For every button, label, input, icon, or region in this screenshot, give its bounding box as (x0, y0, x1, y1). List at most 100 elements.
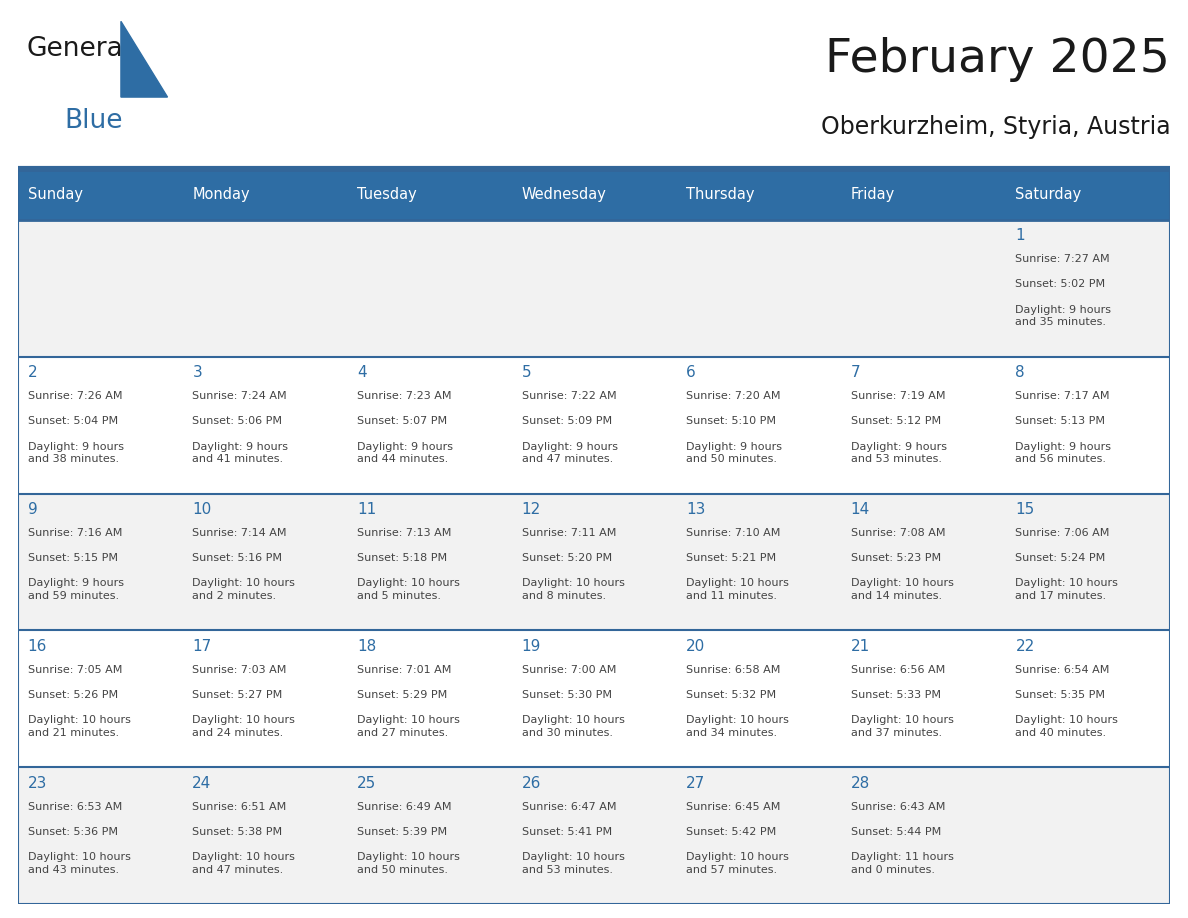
Text: Sunrise: 6:45 AM: Sunrise: 6:45 AM (687, 801, 781, 812)
Text: 6: 6 (687, 364, 696, 380)
Text: Daylight: 10 hours
and 21 minutes.: Daylight: 10 hours and 21 minutes. (27, 715, 131, 738)
Text: Sunset: 5:33 PM: Sunset: 5:33 PM (851, 690, 941, 700)
Text: Daylight: 9 hours
and 35 minutes.: Daylight: 9 hours and 35 minutes. (1016, 305, 1112, 328)
Text: 21: 21 (851, 639, 870, 654)
Text: Daylight: 10 hours
and 47 minutes.: Daylight: 10 hours and 47 minutes. (192, 852, 295, 875)
Bar (676, 170, 841, 219)
Text: Sunset: 5:09 PM: Sunset: 5:09 PM (522, 416, 612, 426)
Text: Sunrise: 6:58 AM: Sunrise: 6:58 AM (687, 665, 781, 675)
Bar (512, 170, 676, 219)
Text: Sunrise: 7:26 AM: Sunrise: 7:26 AM (27, 391, 122, 401)
Text: February 2025: February 2025 (826, 37, 1170, 82)
Text: 27: 27 (687, 776, 706, 790)
Text: 5: 5 (522, 364, 531, 380)
Text: Sunday: Sunday (27, 187, 83, 202)
Bar (183, 357, 347, 494)
Text: Sunrise: 7:20 AM: Sunrise: 7:20 AM (687, 391, 781, 401)
Text: Sunrise: 7:05 AM: Sunrise: 7:05 AM (27, 665, 122, 675)
Bar (1005, 494, 1170, 631)
Text: Daylight: 9 hours
and 53 minutes.: Daylight: 9 hours and 53 minutes. (851, 442, 947, 465)
Bar (18, 767, 183, 904)
Bar (183, 170, 347, 219)
Text: Daylight: 9 hours
and 56 minutes.: Daylight: 9 hours and 56 minutes. (1016, 442, 1112, 465)
Bar (676, 357, 841, 494)
Polygon shape (121, 21, 168, 97)
Text: Daylight: 9 hours
and 41 minutes.: Daylight: 9 hours and 41 minutes. (192, 442, 289, 465)
Text: Sunset: 5:35 PM: Sunset: 5:35 PM (1016, 690, 1106, 700)
Text: Sunrise: 7:06 AM: Sunrise: 7:06 AM (1016, 528, 1110, 538)
Text: 26: 26 (522, 776, 541, 790)
Text: Sunset: 5:12 PM: Sunset: 5:12 PM (851, 416, 941, 426)
Bar (18, 631, 183, 767)
Text: Daylight: 10 hours
and 14 minutes.: Daylight: 10 hours and 14 minutes. (851, 578, 954, 601)
Text: 11: 11 (356, 502, 377, 517)
Text: 28: 28 (851, 776, 870, 790)
Bar (183, 219, 347, 357)
Text: Sunset: 5:18 PM: Sunset: 5:18 PM (356, 554, 447, 563)
Bar (676, 494, 841, 631)
Text: Sunset: 5:39 PM: Sunset: 5:39 PM (356, 827, 447, 837)
Bar (512, 631, 676, 767)
Text: Daylight: 10 hours
and 17 minutes.: Daylight: 10 hours and 17 minutes. (1016, 578, 1118, 601)
Text: Daylight: 10 hours
and 37 minutes.: Daylight: 10 hours and 37 minutes. (851, 715, 954, 738)
Text: Sunrise: 7:24 AM: Sunrise: 7:24 AM (192, 391, 287, 401)
Text: Sunrise: 7:01 AM: Sunrise: 7:01 AM (356, 665, 451, 675)
Bar (347, 631, 512, 767)
Text: Sunset: 5:04 PM: Sunset: 5:04 PM (27, 416, 118, 426)
Text: Sunrise: 7:11 AM: Sunrise: 7:11 AM (522, 528, 615, 538)
Text: Sunrise: 7:08 AM: Sunrise: 7:08 AM (851, 528, 946, 538)
Bar (18, 219, 183, 357)
Text: Daylight: 9 hours
and 47 minutes.: Daylight: 9 hours and 47 minutes. (522, 442, 618, 465)
Text: Sunset: 5:32 PM: Sunset: 5:32 PM (687, 690, 776, 700)
Text: Friday: Friday (851, 187, 895, 202)
Text: Sunrise: 6:53 AM: Sunrise: 6:53 AM (27, 801, 122, 812)
Text: 18: 18 (356, 639, 377, 654)
Bar (676, 631, 841, 767)
Text: Daylight: 10 hours
and 24 minutes.: Daylight: 10 hours and 24 minutes. (192, 715, 295, 738)
Bar (347, 357, 512, 494)
Bar (512, 494, 676, 631)
Text: Thursday: Thursday (687, 187, 754, 202)
Text: 22: 22 (1016, 639, 1035, 654)
Text: 17: 17 (192, 639, 211, 654)
Text: Sunset: 5:06 PM: Sunset: 5:06 PM (192, 416, 283, 426)
Text: 25: 25 (356, 776, 377, 790)
Bar (183, 631, 347, 767)
Text: Sunrise: 7:22 AM: Sunrise: 7:22 AM (522, 391, 617, 401)
Text: Daylight: 10 hours
and 8 minutes.: Daylight: 10 hours and 8 minutes. (522, 578, 625, 601)
Text: 19: 19 (522, 639, 541, 654)
Text: Sunrise: 7:00 AM: Sunrise: 7:00 AM (522, 665, 615, 675)
Bar (512, 219, 676, 357)
Bar (841, 631, 1005, 767)
Text: Sunrise: 6:47 AM: Sunrise: 6:47 AM (522, 801, 617, 812)
Text: Sunset: 5:24 PM: Sunset: 5:24 PM (1016, 554, 1106, 563)
Text: Sunrise: 7:10 AM: Sunrise: 7:10 AM (687, 528, 781, 538)
Text: Sunrise: 7:23 AM: Sunrise: 7:23 AM (356, 391, 451, 401)
Bar (841, 767, 1005, 904)
Text: Sunrise: 6:56 AM: Sunrise: 6:56 AM (851, 665, 946, 675)
Text: Sunset: 5:07 PM: Sunset: 5:07 PM (356, 416, 447, 426)
Bar (676, 219, 841, 357)
Text: Sunrise: 7:13 AM: Sunrise: 7:13 AM (356, 528, 451, 538)
Bar (347, 767, 512, 904)
Text: 3: 3 (192, 364, 202, 380)
Bar (18, 494, 183, 631)
Text: Daylight: 10 hours
and 5 minutes.: Daylight: 10 hours and 5 minutes. (356, 578, 460, 601)
Text: Sunset: 5:21 PM: Sunset: 5:21 PM (687, 554, 776, 563)
Text: Daylight: 10 hours
and 57 minutes.: Daylight: 10 hours and 57 minutes. (687, 852, 789, 875)
Bar (18, 170, 183, 219)
Text: 10: 10 (192, 502, 211, 517)
Text: Sunrise: 7:14 AM: Sunrise: 7:14 AM (192, 528, 286, 538)
Text: Sunrise: 7:03 AM: Sunrise: 7:03 AM (192, 665, 286, 675)
Text: Sunrise: 7:19 AM: Sunrise: 7:19 AM (851, 391, 946, 401)
Text: Sunset: 5:26 PM: Sunset: 5:26 PM (27, 690, 118, 700)
Text: Monday: Monday (192, 187, 249, 202)
Bar (1005, 767, 1170, 904)
Text: Sunset: 5:38 PM: Sunset: 5:38 PM (192, 827, 283, 837)
Bar (841, 219, 1005, 357)
Bar (1005, 631, 1170, 767)
Text: Sunrise: 7:27 AM: Sunrise: 7:27 AM (1016, 254, 1110, 264)
Text: Sunrise: 7:16 AM: Sunrise: 7:16 AM (27, 528, 122, 538)
Bar (18, 357, 183, 494)
Text: Sunset: 5:15 PM: Sunset: 5:15 PM (27, 554, 118, 563)
